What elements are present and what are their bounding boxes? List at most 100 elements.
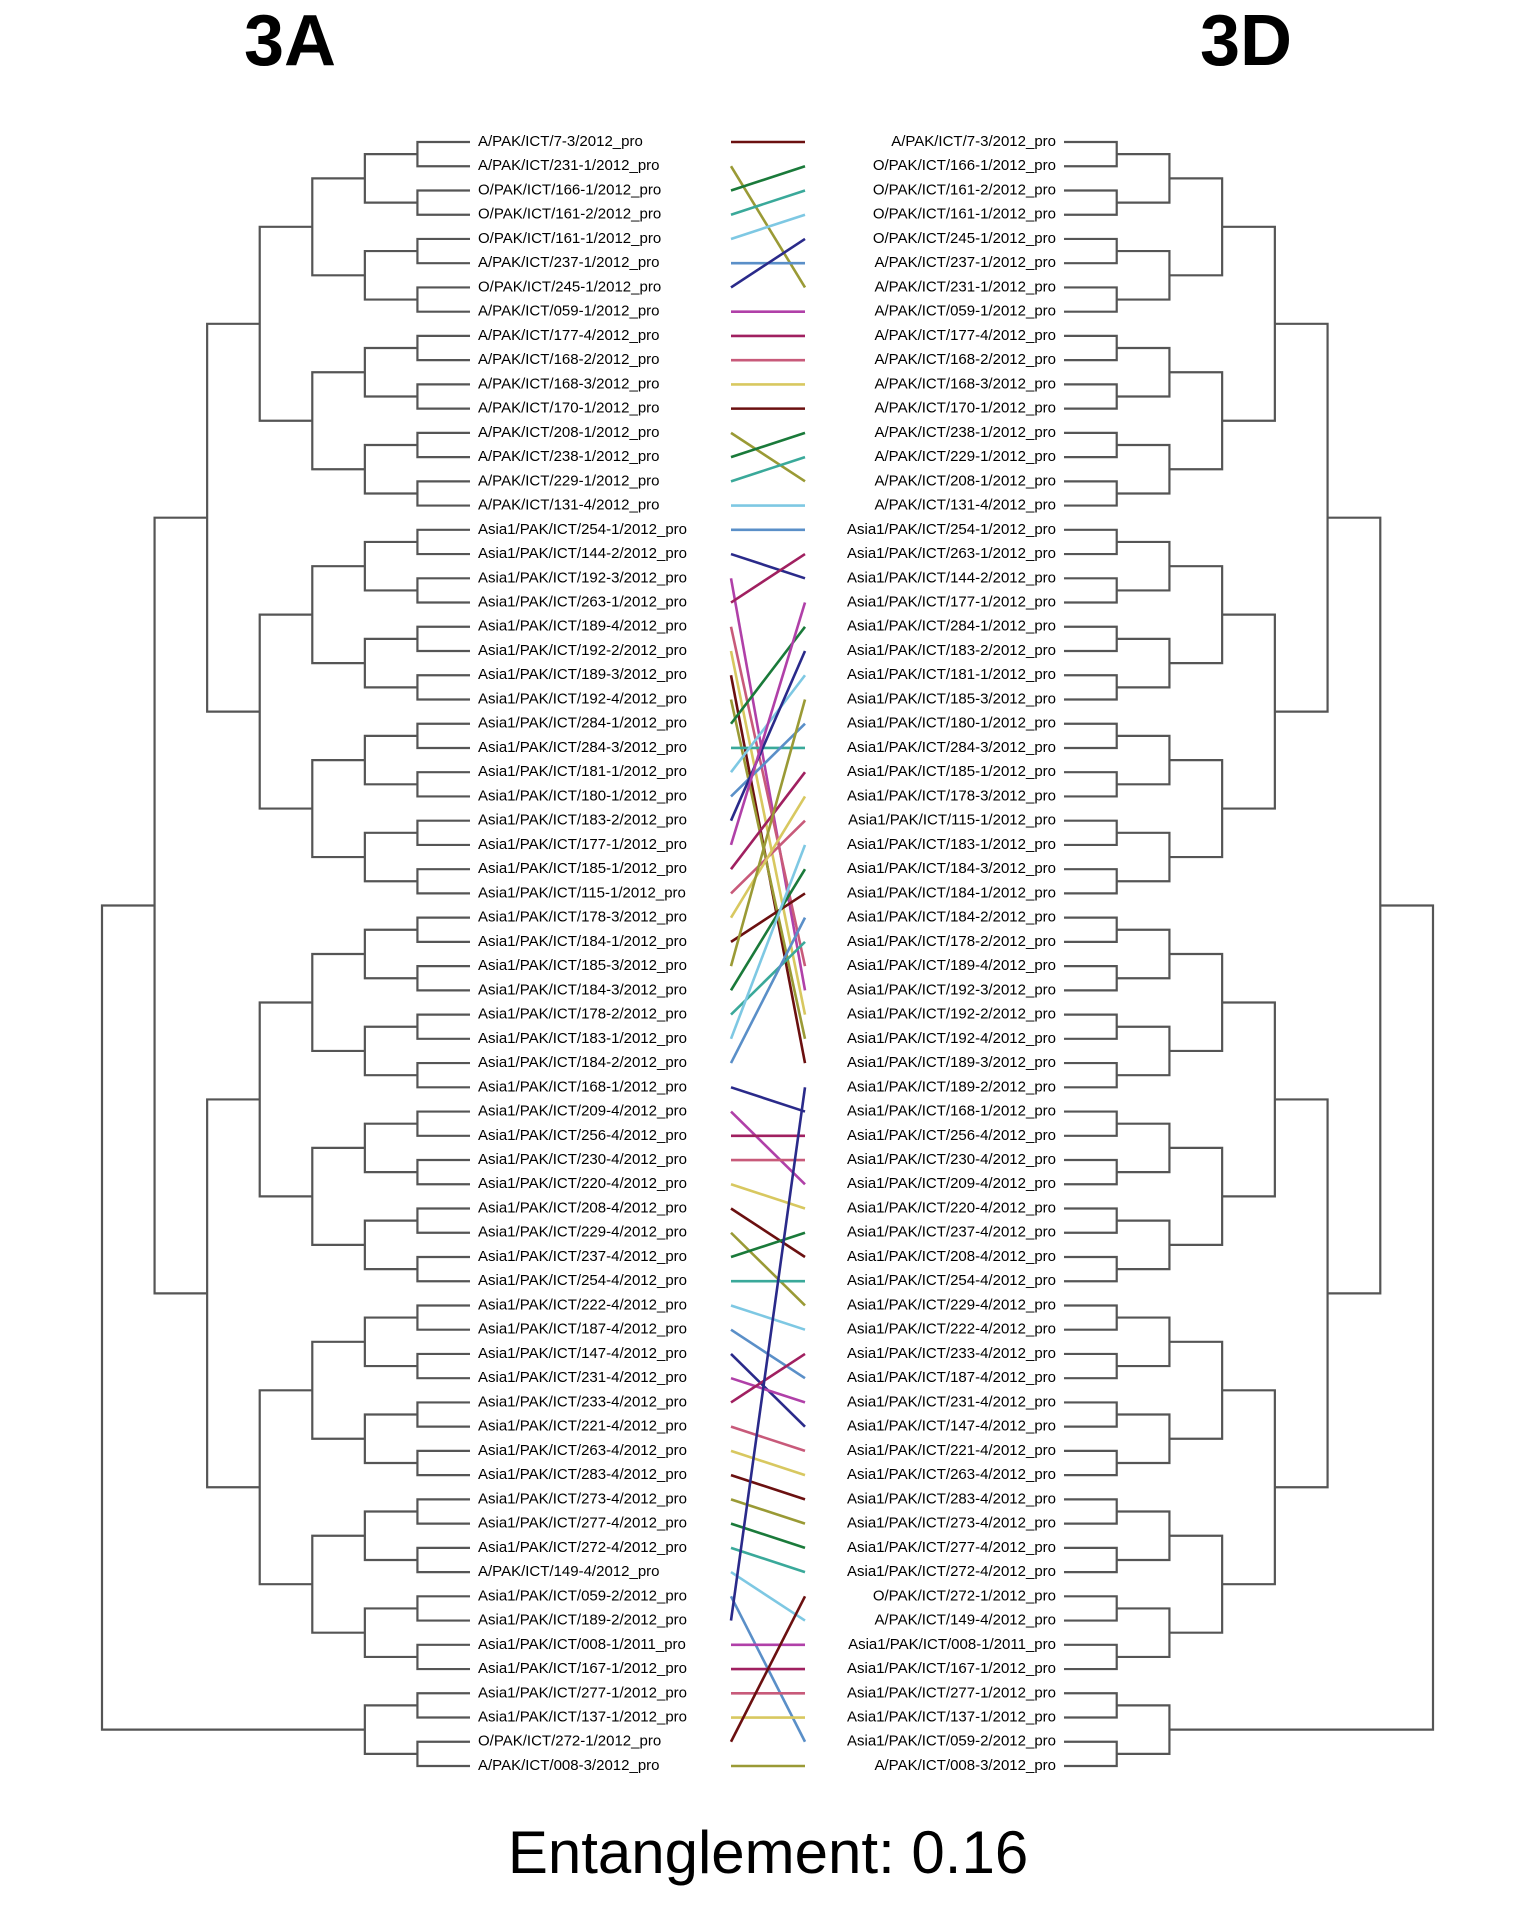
connector	[729, 699, 807, 967]
left-label: Asia1/PAK/ICT/222-4/2012_pro	[478, 1296, 687, 1313]
left-label: Asia1/PAK/ICT/185-1/2012_pro	[478, 860, 687, 877]
right-label: Asia1/PAK/ICT/230-4/2012_pro	[847, 1151, 1056, 1168]
connector	[730, 1376, 806, 1404]
left-label: Asia1/PAK/ICT/185-3/2012_pro	[478, 957, 687, 974]
connector	[730, 189, 806, 216]
connector	[730, 1304, 806, 1331]
left-label: O/PAK/ICT/161-1/2012_pro	[478, 230, 661, 247]
connector	[729, 917, 807, 1064]
right-dendrogram	[1064, 140, 1435, 1768]
right-label: A/PAK/ICT/008-3/2012_pro	[875, 1757, 1057, 1774]
left-label: Asia1/PAK/ICT/256-4/2012_pro	[478, 1127, 687, 1144]
left-label: A/PAK/ICT/059-1/2012_pro	[478, 303, 660, 320]
left-label: Asia1/PAK/ICT/180-1/2012_pro	[478, 787, 687, 804]
left-label: O/PAK/ICT/166-1/2012_pro	[478, 181, 661, 198]
right-label: Asia1/PAK/ICT/221-4/2012_pro	[847, 1442, 1056, 1459]
connector	[730, 1546, 806, 1574]
right-label: O/PAK/ICT/272-1/2012_pro	[873, 1587, 1056, 1604]
right-label: Asia1/PAK/ICT/189-4/2012_pro	[847, 957, 1056, 974]
left-label: A/PAK/ICT/131-4/2012_pro	[478, 497, 660, 514]
right-label: Asia1/PAK/ICT/167-1/2012_pro	[847, 1660, 1056, 1677]
right-label: O/PAK/ICT/166-1/2012_pro	[873, 157, 1056, 174]
connector	[730, 1352, 806, 1404]
right-label: Asia1/PAK/ICT/220-4/2012_pro	[847, 1199, 1056, 1216]
connector	[729, 771, 807, 870]
left-label: A/PAK/ICT/149-4/2012_pro	[478, 1563, 660, 1580]
connector	[729, 844, 807, 1040]
right-label: A/PAK/ICT/131-4/2012_pro	[875, 497, 1057, 514]
connector	[729, 795, 807, 919]
left-label: O/PAK/ICT/272-1/2012_pro	[478, 1733, 661, 1750]
left-label: A/PAK/ICT/170-1/2012_pro	[478, 400, 660, 417]
left-label: Asia1/PAK/ICT/183-2/2012_pro	[478, 812, 687, 829]
right-label: Asia1/PAK/ICT/222-4/2012_pro	[847, 1321, 1056, 1338]
connector	[730, 1231, 806, 1307]
connector	[730, 431, 806, 483]
right-label: Asia1/PAK/ICT/178-3/2012_pro	[847, 787, 1056, 804]
right-label: Asia1/PAK/ICT/209-4/2012_pro	[847, 1175, 1056, 1192]
left-label: Asia1/PAK/ICT/184-2/2012_pro	[478, 1054, 687, 1071]
connector	[729, 868, 807, 992]
right-label: Asia1/PAK/ICT/059-2/2012_pro	[847, 1733, 1056, 1750]
left-label: Asia1/PAK/ICT/181-1/2012_pro	[478, 763, 687, 780]
left-label: Asia1/PAK/ICT/178-3/2012_pro	[478, 909, 687, 926]
connector	[730, 1183, 806, 1210]
left-label: O/PAK/ICT/161-2/2012_pro	[478, 206, 661, 223]
right-label: A/PAK/ICT/229-1/2012_pro	[875, 448, 1057, 465]
right-label: Asia1/PAK/ICT/184-3/2012_pro	[847, 860, 1056, 877]
connector	[730, 722, 806, 798]
connector	[730, 1425, 806, 1453]
left-label: Asia1/PAK/ICT/284-3/2012_pro	[478, 739, 687, 756]
right-label: Asia1/PAK/ICT/192-4/2012_pro	[847, 1030, 1056, 1047]
left-label: Asia1/PAK/ICT/263-4/2012_pro	[478, 1442, 687, 1459]
connector	[730, 1449, 806, 1477]
right-label: Asia1/PAK/ICT/008-1/2011_pro	[848, 1636, 1056, 1653]
right-label: A/PAK/ICT/059-1/2012_pro	[875, 303, 1057, 320]
left-label: A/PAK/ICT/238-1/2012_pro	[478, 448, 660, 465]
left-label: Asia1/PAK/ICT/237-4/2012_pro	[478, 1248, 687, 1265]
connector	[729, 578, 807, 991]
right-label: Asia1/PAK/ICT/272-4/2012_pro	[847, 1563, 1056, 1580]
left-label: Asia1/PAK/ICT/192-4/2012_pro	[478, 690, 687, 707]
connector	[730, 940, 806, 1016]
right-label: Asia1/PAK/ICT/208-4/2012_pro	[847, 1248, 1056, 1265]
left-label: Asia1/PAK/ICT/189-2/2012_pro	[478, 1612, 687, 1629]
right-label: Asia1/PAK/ICT/144-2/2012_pro	[847, 569, 1056, 586]
right-label: Asia1/PAK/ICT/115-1/2012_pro	[848, 812, 1056, 829]
right-label: Asia1/PAK/ICT/192-3/2012_pro	[847, 981, 1056, 998]
left-label: A/PAK/ICT/008-3/2012_pro	[478, 1757, 660, 1774]
left-label: Asia1/PAK/ICT/208-4/2012_pro	[478, 1199, 687, 1216]
right-label: Asia1/PAK/ICT/284-1/2012_pro	[847, 618, 1056, 635]
left-label: A/PAK/ICT/168-3/2012_pro	[478, 375, 660, 392]
left-label: Asia1/PAK/ICT/229-4/2012_pro	[478, 1224, 687, 1241]
connector	[730, 1086, 806, 1113]
right-label: Asia1/PAK/ICT/187-4/2012_pro	[847, 1369, 1056, 1386]
right-label: A/PAK/ICT/237-1/2012_pro	[875, 254, 1057, 271]
left-label: A/PAK/ICT/208-1/2012_pro	[478, 424, 660, 441]
left-label: Asia1/PAK/ICT/221-4/2012_pro	[478, 1418, 687, 1435]
connector	[730, 1207, 806, 1259]
left-label: Asia1/PAK/ICT/192-3/2012_pro	[478, 569, 687, 586]
left-label: Asia1/PAK/ICT/254-4/2012_pro	[478, 1272, 687, 1289]
right-label: Asia1/PAK/ICT/184-2/2012_pro	[847, 909, 1056, 926]
right-label: Asia1/PAK/ICT/178-2/2012_pro	[847, 933, 1056, 950]
connector	[730, 1473, 806, 1501]
connector	[729, 602, 807, 846]
left-label: Asia1/PAK/ICT/147-4/2012_pro	[478, 1345, 687, 1362]
right-label: Asia1/PAK/ICT/192-2/2012_pro	[847, 1006, 1056, 1023]
right-label: Asia1/PAK/ICT/273-4/2012_pro	[847, 1515, 1056, 1532]
left-label: Asia1/PAK/ICT/277-4/2012_pro	[478, 1515, 687, 1532]
left-label: Asia1/PAK/ICT/187-4/2012_pro	[478, 1321, 687, 1338]
right-label: Asia1/PAK/ICT/283-4/2012_pro	[847, 1490, 1056, 1507]
right-label: Asia1/PAK/ICT/277-1/2012_pro	[847, 1684, 1056, 1701]
right-label: Asia1/PAK/ICT/237-4/2012_pro	[847, 1224, 1056, 1241]
left-dendrogram	[100, 140, 470, 1768]
right-label: A/PAK/ICT/170-1/2012_pro	[875, 400, 1057, 417]
connector	[730, 1498, 806, 1525]
right-label: Asia1/PAK/ICT/254-1/2012_pro	[847, 521, 1056, 538]
right-label: A/PAK/ICT/231-1/2012_pro	[875, 278, 1057, 295]
left-label: Asia1/PAK/ICT/254-1/2012_pro	[478, 521, 687, 538]
right-label: Asia1/PAK/ICT/177-1/2012_pro	[847, 594, 1056, 611]
right-label: Asia1/PAK/ICT/231-4/2012_pro	[847, 1393, 1056, 1410]
